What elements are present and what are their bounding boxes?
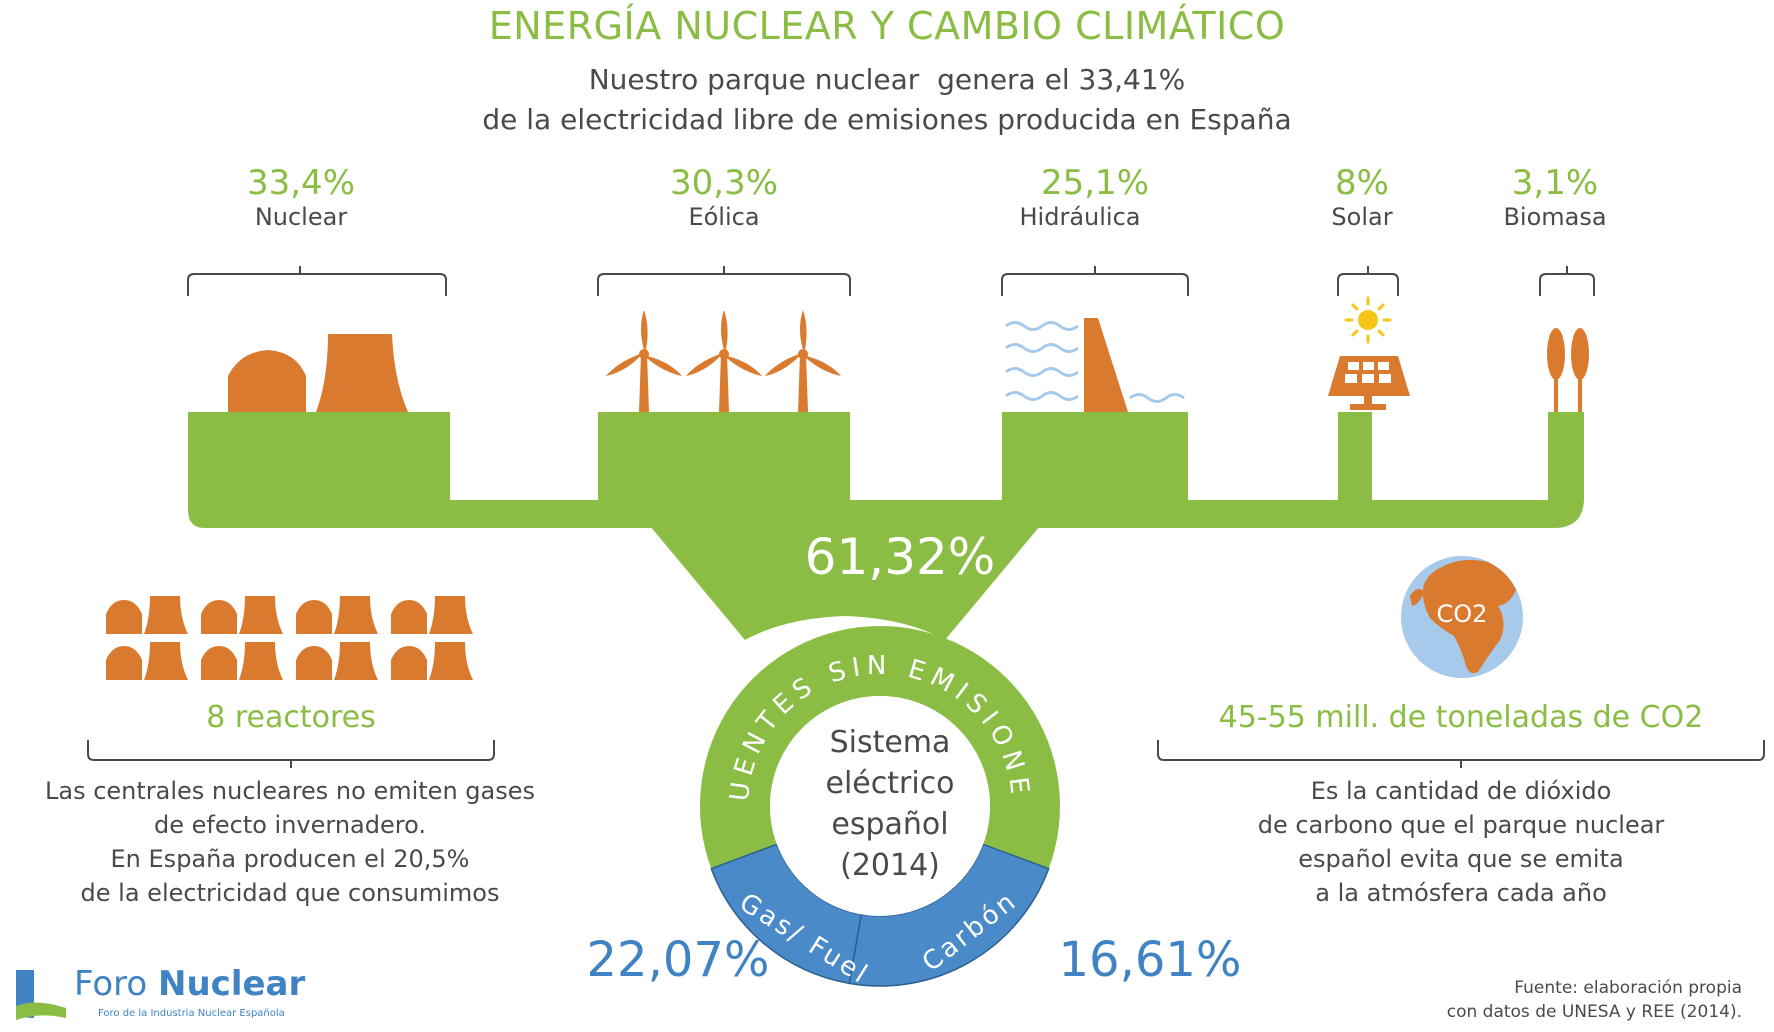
- nuclear-plant-icon: [228, 334, 408, 412]
- center-line-4: (2014): [840, 848, 940, 883]
- page-title: ENERGÍA NUCLEAR Y CAMBIO CLIMÁTICO: [488, 4, 1286, 48]
- center-line-2: eléctrico: [825, 766, 954, 801]
- eolica-percent: 30,3%: [669, 163, 778, 203]
- logo-word-foro: Foro: [74, 964, 148, 1004]
- green-pipeline: [188, 412, 1584, 640]
- eolica-label: Eólica: [688, 203, 760, 231]
- left-text-line: En España producen el 20,5%: [110, 845, 470, 873]
- hydro-dam-icon: [1005, 318, 1185, 412]
- left-text-line: Las centrales nucleares no emiten gases: [45, 777, 535, 805]
- right-text-line: de carbono que el parque nuclear: [1257, 811, 1665, 839]
- solar-label: Solar: [1331, 203, 1393, 231]
- logo-wordmark: Foro Nuclear: [74, 964, 305, 1004]
- solar-panel-icon: [1328, 296, 1410, 410]
- right-text-line: español evita que se emita: [1298, 845, 1624, 873]
- left-panel-text: Las centrales nucleares no emiten gases …: [20, 774, 560, 910]
- brace-eolica: [597, 273, 851, 296]
- center-line-3: español: [831, 807, 948, 842]
- center-line-1: Sistema: [830, 725, 951, 760]
- logo-tagline: Foro de la Industria Nuclear Española: [98, 1008, 285, 1019]
- left-text-line: de efecto invernadero.: [154, 811, 426, 839]
- brace-hidraulica: [1001, 273, 1189, 296]
- brace-biomasa: [1539, 273, 1595, 296]
- donut-center-label: Sistema eléctrico español (2014): [825, 725, 954, 883]
- donut-chart: FUENTES SIN EMISIONES Gas/ Fuel Carbón S…: [690, 616, 1060, 991]
- solar-percent: 8%: [1335, 163, 1389, 203]
- brace-solar: [1337, 273, 1399, 296]
- right-text-line: Es la cantidad de dióxido: [1310, 777, 1612, 805]
- reactors-heading: 8 reactores: [206, 700, 376, 735]
- right-panel-text: Es la cantidad de dióxido de carbono que…: [1160, 774, 1762, 910]
- subtitle-line-2: de la electricidad libre de emisiones pr…: [482, 103, 1292, 136]
- brace-left-panel: [87, 740, 495, 761]
- reactors-grid-icon: [106, 596, 473, 680]
- hidraulica-percent: 25,1%: [1040, 163, 1149, 203]
- biomasa-label: Biomasa: [1503, 203, 1607, 231]
- source-braces: [187, 266, 1595, 296]
- subtitle-line-1: Nuestro parque nuclear genera el 33,41%: [588, 63, 1186, 96]
- percent-gas-fuel: 22,07%: [586, 932, 770, 988]
- source-note: Fuente: elaboración propia con datos de …: [1380, 976, 1742, 1024]
- percent-carbon: 16,61%: [1058, 932, 1242, 988]
- nuclear-percent: 33,4%: [246, 163, 355, 203]
- page-subtitle: Nuestro parque nuclear genera el 33,41% …: [0, 60, 1774, 140]
- brace-right-panel: [1157, 740, 1765, 761]
- hidraulica-label: Hidráulica: [1019, 203, 1141, 231]
- panel-braces: [87, 740, 1765, 768]
- co2-heading: 45-55 mill. de toneladas de CO2: [1218, 700, 1704, 735]
- logo-word-nuclear: Nuclear: [158, 964, 306, 1004]
- left-text-line: de la electricidad que consumimos: [80, 879, 500, 907]
- globe-co2-label: CO2: [1436, 600, 1488, 628]
- biomasa-percent: 3,1%: [1511, 163, 1599, 203]
- globe-icon: [1401, 556, 1523, 678]
- foro-nuclear-logo: Foro Nuclear Foro de la Industria Nuclea…: [12, 964, 322, 1028]
- source-line-1: Fuente: elaboración propia: [1514, 978, 1742, 998]
- brace-nuclear: [187, 273, 447, 296]
- wind-turbine-icons: [605, 310, 842, 412]
- right-text-line: a la atmósfera cada año: [1315, 879, 1607, 907]
- donut-segments: [700, 626, 1060, 987]
- logo-mark-icon: [16, 970, 66, 1020]
- percent-sin-emisiones: 61,32%: [804, 528, 996, 586]
- nuclear-label: Nuclear: [254, 203, 348, 231]
- donut-segment-1: [700, 626, 1060, 869]
- funnel: [650, 526, 1040, 640]
- source-line-2: con datos de UNESA y REE (2014).: [1446, 1002, 1742, 1022]
- biomass-trees-icon: [1547, 328, 1589, 412]
